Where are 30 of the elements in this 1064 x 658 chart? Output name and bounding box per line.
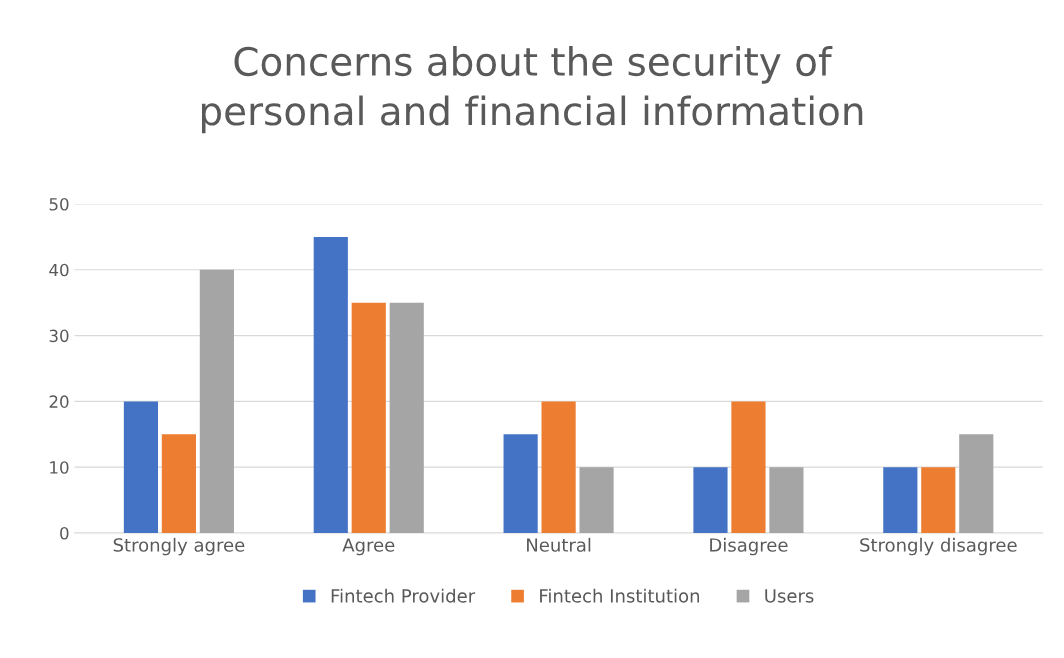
bar: [959, 434, 994, 533]
x-tick-label: Disagree: [710, 537, 788, 556]
x-tick-label: Agree: [342, 538, 395, 556]
bar: [541, 401, 576, 533]
legend-label: Fintech Provider: [331, 588, 476, 603]
bar: [161, 434, 196, 533]
y-tick-label: 0: [60, 526, 69, 540]
bar: [389, 302, 424, 533]
legend-label: Fintech Institution: [540, 588, 700, 603]
bar: [579, 467, 614, 533]
bar: [503, 434, 538, 533]
x-tick-label: Strongly disagree: [860, 537, 1017, 556]
y-tick-label: 50: [49, 197, 69, 211]
bar: [769, 467, 804, 533]
y-tick-label: 30: [49, 329, 69, 343]
legend-label: Users: [765, 589, 814, 603]
x-tick-label: Neutral: [527, 537, 591, 552]
bar: [123, 401, 159, 533]
bar: [313, 236, 348, 533]
x-tick-label: Strongly agree: [113, 537, 245, 556]
y-tick-label: 10: [50, 461, 69, 474]
bar: [693, 467, 728, 533]
y-tick-label: 20: [49, 395, 69, 408]
bar: [731, 401, 766, 533]
bar: [921, 467, 956, 533]
bar: [199, 269, 234, 533]
chart-title: Concerns about the security of personal and financial information: [202, 46, 863, 134]
bar: [883, 467, 918, 533]
y-tick-label: 40: [49, 263, 69, 277]
bar: [351, 302, 386, 533]
